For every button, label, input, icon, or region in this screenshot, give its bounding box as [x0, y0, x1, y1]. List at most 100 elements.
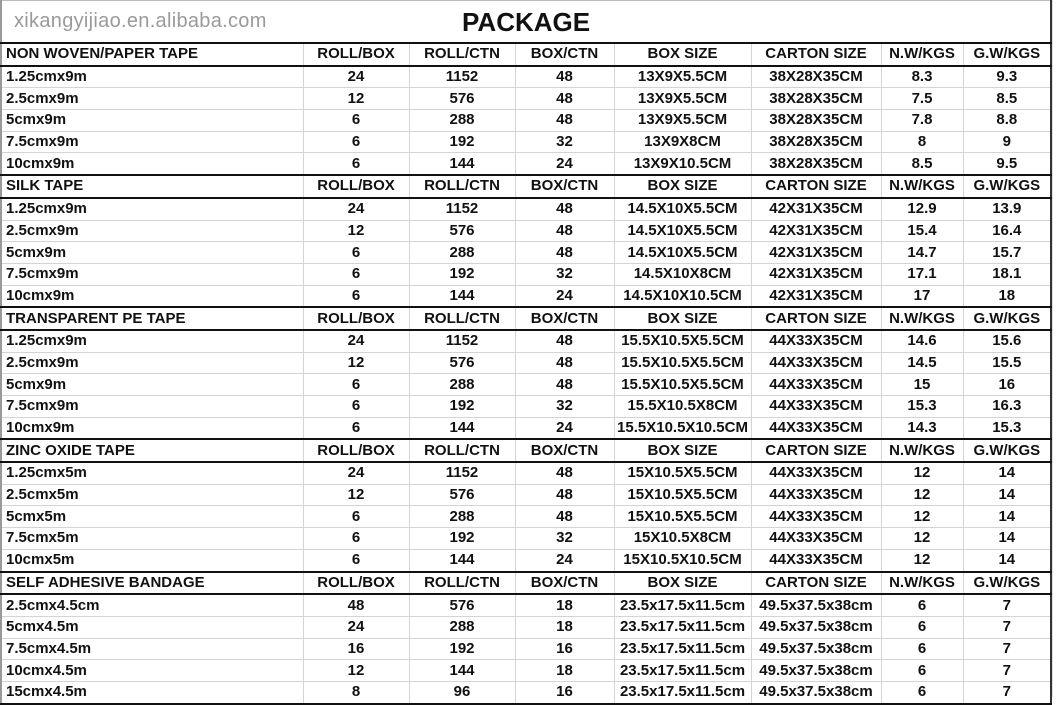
- table-cell: 48: [515, 352, 615, 375]
- table-cell: 8: [303, 681, 410, 705]
- table-cell: 8.5: [881, 152, 964, 177]
- table-cell: 14.6: [881, 329, 964, 353]
- product-size: 7.5cmx4.5m: [1, 638, 304, 661]
- table-cell: 38X28X35CM: [751, 87, 882, 111]
- table-cell: 48: [515, 329, 615, 353]
- table-row: 7.5cmx5m 6 192 32 15X10.5X8CM 44X33X35CM 12 14: [1, 527, 1053, 550]
- table-cell: 14: [963, 505, 1053, 529]
- table-cell: 44X33X35CM: [751, 395, 882, 418]
- section-header-row: SELF ADHESIVE BANDAGE ROLL/BOX ROLL/CTN BOX…: [1, 571, 1053, 596]
- column-header: BOX/CTN: [515, 571, 615, 596]
- table-row: 7.5cmx9m 6 192 32 13X9X8CM 38X28X35CM 8 9: [1, 131, 1053, 154]
- table-cell: 13X9X8CM: [614, 131, 752, 154]
- product-size: 5cmx4.5m: [1, 616, 304, 639]
- table-cell: 15X10.5X5.5CM: [614, 484, 752, 507]
- table-cell: 12: [881, 527, 964, 550]
- table-cell: 14.5X10X5.5CM: [614, 220, 752, 243]
- table-cell: 23.5x17.5x11.5cm: [614, 638, 752, 661]
- table-cell: 49.5x37.5x38cm: [751, 659, 882, 682]
- product-size: 1.25cmx9m: [1, 65, 304, 89]
- table-cell: 38X28X35CM: [751, 131, 882, 154]
- table-cell: 15.3: [963, 417, 1053, 441]
- table-cell: 15.5X10.5X8CM: [614, 395, 752, 418]
- table-cell: 15.5: [963, 352, 1053, 375]
- table-cell: 18.1: [963, 263, 1053, 286]
- table-cell: 12: [303, 220, 410, 243]
- table-cell: 6: [303, 152, 410, 177]
- table-cell: 49.5x37.5x38cm: [751, 616, 882, 639]
- table-cell: 48: [515, 462, 615, 485]
- table-cell: 7: [963, 638, 1053, 661]
- table-cell: 44X33X35CM: [751, 417, 882, 441]
- column-header: ROLL/BOX: [303, 439, 410, 464]
- table-row: 5cmx9m 6 288 48 13X9X5.5CM 38X28X35CM 7.8 8.8: [1, 109, 1053, 132]
- product-size: 5cmx5m: [1, 505, 304, 529]
- table-row: 7.5cmx9m 6 192 32 14.5X10X8CM 42X31X35CM 17.1 1…: [1, 263, 1053, 286]
- table-cell: 48: [303, 594, 410, 617]
- table-cell: 24: [515, 285, 615, 309]
- column-header: G.W/KGS: [963, 571, 1053, 596]
- column-header: ROLL/BOX: [303, 307, 410, 331]
- table-cell: 6: [303, 241, 410, 264]
- column-header: CARTON SIZE: [751, 439, 882, 464]
- table-cell: 1152: [409, 65, 516, 89]
- product-size: 2.5cmx9m: [1, 87, 304, 111]
- table-cell: 24: [303, 329, 410, 353]
- column-header: ROLL/CTN: [409, 43, 516, 67]
- product-size: 2.5cmx4.5cm: [1, 594, 304, 617]
- table-cell: 15.5X10.5X10.5CM: [614, 417, 752, 441]
- table-cell: 576: [409, 594, 516, 617]
- table-cell: 7: [963, 659, 1053, 682]
- table-cell: 12: [881, 549, 964, 573]
- table-cell: 24: [515, 549, 615, 573]
- table-cell: 12: [303, 352, 410, 375]
- table-cell: 576: [409, 220, 516, 243]
- table-cell: 6: [881, 616, 964, 639]
- sheet-edge: [1052, 0, 1059, 697]
- table-cell: 48: [515, 87, 615, 111]
- table-cell: 15.4: [881, 220, 964, 243]
- column-header: N.W/KGS: [881, 307, 964, 331]
- product-size: 1.25cmx5m: [1, 462, 304, 485]
- table-cell: 16.3: [963, 395, 1053, 418]
- table-cell: 12: [303, 484, 410, 507]
- column-header: G.W/KGS: [963, 43, 1053, 67]
- product-size: 10cmx4.5m: [1, 659, 304, 682]
- table-cell: 18: [515, 594, 615, 617]
- table-cell: 8.8: [963, 109, 1053, 132]
- product-size: 15cmx4.5m: [1, 681, 304, 705]
- section-name: SILK TAPE: [1, 175, 304, 199]
- column-header: CARTON SIZE: [751, 571, 882, 596]
- product-size: 10cmx9m: [1, 152, 304, 177]
- table-cell: 15X10.5X5.5CM: [614, 505, 752, 529]
- table-row: 10cmx9m 6 144 24 14.5X10X10.5CM 42X31X35CM 17 1…: [1, 285, 1053, 309]
- table-cell: 48: [515, 505, 615, 529]
- table-cell: 23.5x17.5x11.5cm: [614, 594, 752, 617]
- table-cell: 16: [515, 638, 615, 661]
- table-cell: 1152: [409, 462, 516, 485]
- table-cell: 16: [515, 681, 615, 705]
- table-row: 5cmx9m 6 288 48 15.5X10.5X5.5CM 44X33X35CM 15 1…: [1, 373, 1053, 396]
- table-cell: 14.7: [881, 241, 964, 264]
- table-cell: 14: [963, 527, 1053, 550]
- table-cell: 44X33X35CM: [751, 549, 882, 573]
- section-header-row: SILK TAPE ROLL/BOX ROLL/CTN BOX/CTN BOX SIZE…: [1, 175, 1053, 199]
- table-cell: 48: [515, 220, 615, 243]
- product-size: 7.5cmx9m: [1, 263, 304, 286]
- column-header: G.W/KGS: [963, 439, 1053, 464]
- table-cell: 144: [409, 417, 516, 441]
- table-cell: 1152: [409, 197, 516, 221]
- title-row: PACKAGE: [1, 0, 1053, 44]
- table-cell: 38X28X35CM: [751, 109, 882, 132]
- table-cell: 14.5X10X10.5CM: [614, 285, 752, 309]
- table-cell: 44X33X35CM: [751, 484, 882, 507]
- table-cell: 23.5x17.5x11.5cm: [614, 681, 752, 705]
- table-cell: 288: [409, 373, 516, 396]
- table-cell: 14.3: [881, 417, 964, 441]
- table-cell: 14: [963, 484, 1053, 507]
- product-size: 10cmx9m: [1, 417, 304, 441]
- section-name: NON WOVEN/PAPER TAPE: [1, 43, 304, 67]
- table-cell: 14.5: [881, 352, 964, 375]
- column-header: BOX/CTN: [515, 175, 615, 199]
- table-cell: 44X33X35CM: [751, 505, 882, 529]
